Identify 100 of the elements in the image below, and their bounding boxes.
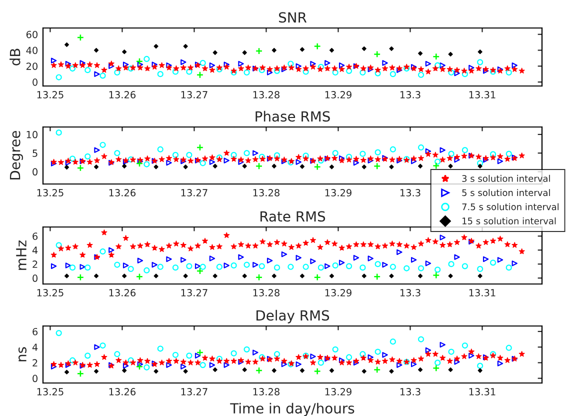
point xyxy=(432,162,440,170)
point xyxy=(272,274,276,278)
y-tick-label: 10 xyxy=(26,130,38,138)
point xyxy=(152,262,158,268)
point xyxy=(324,60,330,66)
point xyxy=(314,42,321,50)
point xyxy=(296,361,302,368)
point xyxy=(418,51,423,56)
point xyxy=(94,344,100,350)
x-tick-label: 13.25 xyxy=(37,91,64,98)
point xyxy=(266,70,273,76)
y-tick-label: 0 xyxy=(32,274,38,282)
point xyxy=(183,274,188,278)
point xyxy=(396,362,402,368)
point xyxy=(224,158,230,164)
point xyxy=(122,164,127,168)
x-tick-label: 13.3 xyxy=(400,189,420,196)
point xyxy=(209,62,216,68)
point xyxy=(314,274,321,281)
x-tick-label: 13.31 xyxy=(469,388,496,396)
point xyxy=(497,257,504,263)
point xyxy=(76,370,84,378)
y-tick-label: 6 xyxy=(32,232,38,240)
point xyxy=(224,362,230,368)
point xyxy=(108,247,114,253)
point xyxy=(440,147,446,153)
point xyxy=(425,260,432,266)
point xyxy=(183,164,188,170)
point xyxy=(242,274,247,278)
point xyxy=(136,273,144,280)
point xyxy=(242,50,247,55)
point xyxy=(468,64,474,71)
point xyxy=(396,249,402,256)
point xyxy=(353,254,360,261)
x-tick-label: 13.25 xyxy=(37,189,64,196)
x-tick-label: 13.26 xyxy=(109,388,136,396)
point xyxy=(382,262,388,268)
point xyxy=(272,164,276,168)
point xyxy=(329,368,334,373)
x-tick-label: 13.31 xyxy=(469,289,496,296)
point xyxy=(238,254,244,260)
point xyxy=(329,164,334,170)
point xyxy=(64,274,70,278)
y-axis-title: mHz xyxy=(16,240,26,270)
legend-label: 3 s solution interval xyxy=(462,174,550,182)
point xyxy=(80,264,86,270)
point xyxy=(183,44,188,49)
point xyxy=(50,364,57,370)
point xyxy=(432,364,440,372)
point xyxy=(425,148,432,154)
point xyxy=(238,159,244,165)
y-tick-label: 2 xyxy=(32,260,38,268)
point xyxy=(94,164,99,170)
point xyxy=(166,256,172,262)
point xyxy=(478,50,482,54)
point xyxy=(180,59,186,66)
point xyxy=(314,368,321,375)
y-tick-label: 60 xyxy=(26,30,38,38)
point xyxy=(374,273,381,280)
point xyxy=(122,62,129,68)
point xyxy=(512,260,518,266)
point xyxy=(324,263,330,270)
point xyxy=(300,164,305,169)
point xyxy=(196,71,204,78)
point xyxy=(310,354,316,360)
point xyxy=(382,352,388,358)
point xyxy=(374,366,381,374)
point xyxy=(338,62,345,68)
point xyxy=(137,62,144,68)
x-tick-label: 13.27 xyxy=(181,289,208,296)
x-tick-label: 13.3 xyxy=(400,91,420,98)
x-tick-label: 13.31 xyxy=(469,91,496,98)
point xyxy=(76,164,84,172)
x-tick-label: 13.28 xyxy=(253,388,280,396)
point xyxy=(136,58,144,65)
point xyxy=(252,350,258,356)
point xyxy=(196,348,204,356)
point xyxy=(440,62,446,68)
point xyxy=(255,162,263,170)
y-axis-title: dB xyxy=(10,48,20,66)
point xyxy=(300,274,305,278)
point xyxy=(212,274,218,278)
x-tick-label: 13.27 xyxy=(181,388,208,396)
point xyxy=(368,354,374,360)
point xyxy=(362,164,366,170)
chart-title: Phase RMS xyxy=(256,110,330,122)
legend-label: 5 s solution interval xyxy=(462,189,550,196)
point xyxy=(166,362,172,368)
point xyxy=(425,60,432,67)
point xyxy=(224,262,230,268)
x-tick-label: 13.28 xyxy=(253,189,280,196)
point xyxy=(122,262,129,268)
point xyxy=(252,262,258,268)
point xyxy=(478,164,482,168)
y-tick-label: 4 xyxy=(32,344,38,351)
point xyxy=(154,368,158,374)
point xyxy=(440,234,446,240)
point xyxy=(382,60,388,66)
point xyxy=(418,367,423,372)
point xyxy=(50,58,57,64)
